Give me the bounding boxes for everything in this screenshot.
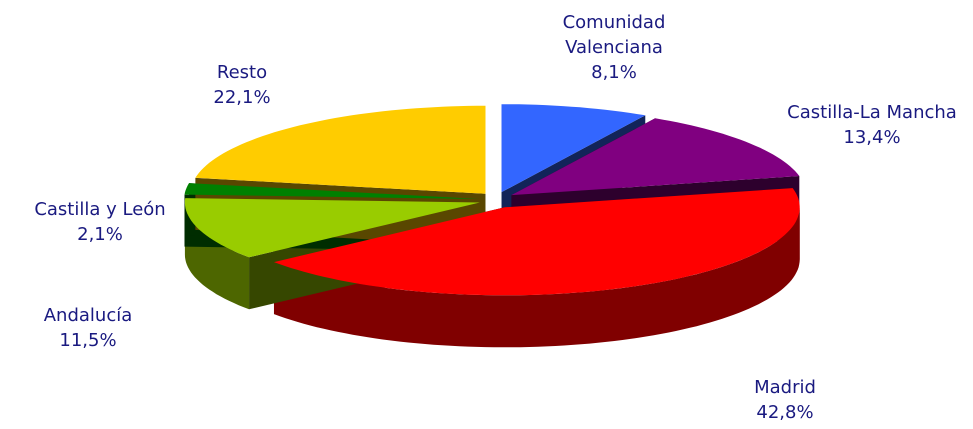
slice-label: Madrid 42,8% (705, 375, 865, 425)
slice (195, 105, 486, 194)
category-name: Andalucía (43, 305, 133, 326)
slice-tops (184, 104, 800, 296)
slice-label: Comunidad Valenciana 8,1% (529, 10, 699, 85)
slice-label: Andalucía 11,5% (8, 303, 168, 353)
slice (501, 104, 646, 193)
slice-label: Castilla y León 2,1% (0, 197, 200, 247)
category-name: Castilla y León (34, 199, 166, 220)
category-name: Castilla-La Mancha (787, 102, 957, 123)
slice-label: Castilla-La Mancha 13,4% (762, 100, 973, 150)
category-name: Resto (216, 62, 268, 83)
category-name: Madrid (754, 377, 816, 398)
slice (274, 188, 800, 296)
value-label: 22,1% (213, 87, 271, 108)
slice (184, 183, 480, 200)
value-label: 8,1% (591, 62, 637, 83)
slice (184, 198, 480, 258)
value-label: 2,1% (77, 224, 123, 245)
slice-side (184, 202, 250, 310)
slice (511, 118, 800, 196)
value-label: 13,4% (843, 127, 901, 148)
category-name: Comunidad Valenciana (562, 12, 666, 58)
slice-side (274, 207, 800, 348)
value-label: 42,8% (756, 402, 814, 423)
value-label: 11,5% (59, 330, 117, 351)
slice-label: Resto 22,1% (162, 60, 322, 110)
